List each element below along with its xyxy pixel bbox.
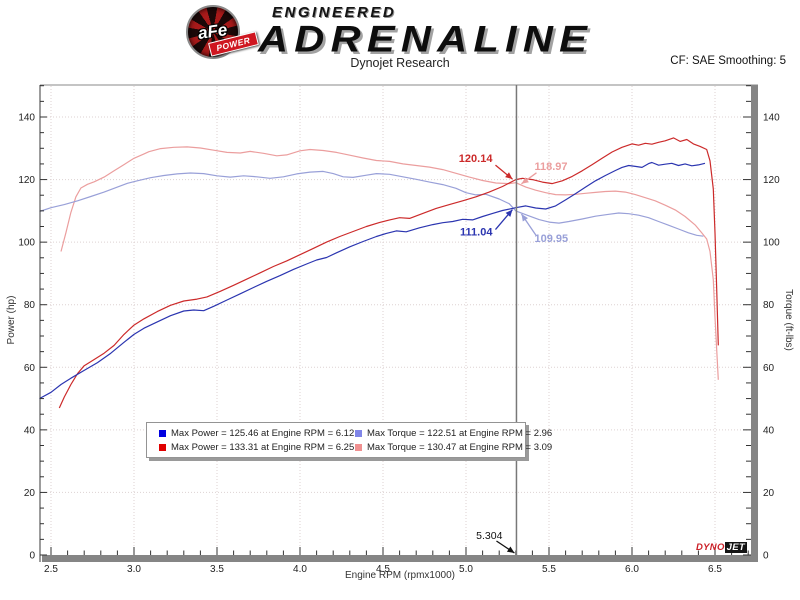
x-tick-label: 6.0 bbox=[625, 564, 639, 575]
y-tick-label-right: 140 bbox=[763, 113, 780, 124]
y-tick-label-right: 40 bbox=[763, 425, 775, 436]
y-tick-label-left: 40 bbox=[24, 425, 36, 436]
x-axis-bar bbox=[42, 555, 758, 562]
legend-label: Max Torque = 122.51 at Engine RPM = 2.96 bbox=[367, 427, 553, 439]
y-tick-label-right: 80 bbox=[763, 300, 775, 311]
cursor-rpm-label: 5.304 bbox=[476, 530, 502, 542]
dynojet-logo-dyno: DYNO bbox=[696, 542, 725, 553]
y-tick-label-left: 120 bbox=[18, 175, 35, 186]
y-tick-label-left: 0 bbox=[29, 551, 35, 562]
y-tick-label-right: 60 bbox=[763, 363, 775, 374]
y-axis-title-right: Torque (ft-lbs) bbox=[783, 289, 794, 351]
callout-arrowhead bbox=[506, 546, 515, 553]
x-tick-label: 3.0 bbox=[127, 564, 141, 575]
x-tick-label: 4.5 bbox=[376, 564, 390, 575]
x-tick-label: 3.5 bbox=[210, 564, 224, 575]
afe-power-logo: aFe ® POWER bbox=[186, 5, 259, 59]
y-tick-label-right: 0 bbox=[763, 551, 769, 562]
y-tick-label-left: 100 bbox=[18, 238, 35, 249]
y-tick-label-left: 60 bbox=[24, 363, 36, 374]
wordmark-adrenaline: ADRENALINE bbox=[258, 19, 594, 61]
legend-label: Max Power = 125.46 at Engine RPM = 6.12 bbox=[171, 427, 355, 439]
x-tick-label: 5.0 bbox=[459, 564, 473, 575]
registered-mark: ® bbox=[231, 9, 236, 15]
series-torque_mod bbox=[60, 146, 719, 380]
legend-swatch bbox=[159, 443, 166, 451]
legend-item-torque_stock[interactable]: Max Torque = 122.51 at Engine RPM = 2.96 bbox=[355, 426, 552, 440]
x-tick-label: 6.5 bbox=[708, 564, 722, 575]
series-torque_stock bbox=[39, 170, 704, 237]
callout-arrowhead bbox=[505, 172, 513, 180]
legend-item-torque_mod[interactable]: Max Torque = 130.47 at Engine RPM = 3.09 bbox=[355, 440, 552, 454]
y-axis-title-left: Power (hp) bbox=[6, 296, 17, 345]
y-tick-label-right: 100 bbox=[763, 238, 780, 249]
chart-title: Dynojet Research bbox=[350, 56, 450, 70]
callout-arrowhead bbox=[521, 177, 529, 184]
cursor-readout-power_stock: 111.04 bbox=[460, 227, 493, 239]
cursor-readout-torque_stock: 109.95 bbox=[534, 233, 568, 245]
y-tick-label-left: 80 bbox=[24, 300, 36, 311]
series-power_stock bbox=[39, 161, 706, 400]
dynojet-logo: DYNO JET bbox=[696, 542, 747, 553]
callout-arrowhead bbox=[521, 214, 528, 222]
wordmark-engineered: ENGINEERED bbox=[272, 4, 397, 21]
dynojet-logo-jet: JET bbox=[724, 542, 747, 553]
legend-label: Max Power = 133.31 at Engine RPM = 6.25 bbox=[171, 441, 355, 453]
legend-item-power_mod[interactable]: Max Power = 133.31 at Engine RPM = 6.25 bbox=[159, 440, 355, 454]
callout-arrowhead bbox=[505, 209, 513, 217]
cursor-readout-torque_mod: 118.97 bbox=[534, 161, 567, 173]
legend-swatch bbox=[159, 429, 166, 437]
x-tick-label: 2.5 bbox=[44, 564, 58, 575]
chart-legend: Max Power = 125.46 at Engine RPM = 6.12 M… bbox=[146, 422, 552, 458]
x-axis-title: Engine RPM (rpmx1000) bbox=[345, 570, 455, 581]
y-tick-label-left: 140 bbox=[18, 113, 35, 124]
smoothing-setting: CF: SAE Smoothing: 5 bbox=[670, 55, 786, 67]
legend-swatch bbox=[355, 429, 362, 437]
series-power_mod bbox=[58, 137, 719, 409]
legend-label: Max Torque = 130.47 at Engine RPM = 3.09 bbox=[367, 441, 553, 453]
y-tick-label-left: 20 bbox=[24, 488, 36, 499]
y-tick-label-right: 20 bbox=[763, 488, 775, 499]
brand-wordmark: ENGINEERED ADRENALINE bbox=[258, 4, 587, 61]
x-tick-label: 5.5 bbox=[542, 564, 556, 575]
right-axis-bar bbox=[751, 85, 758, 562]
x-tick-label: 4.0 bbox=[293, 564, 307, 575]
legend-swatch bbox=[355, 443, 362, 451]
y-tick-label-right: 120 bbox=[763, 175, 780, 186]
legend-item-power_stock[interactable]: Max Power = 125.46 at Engine RPM = 6.12 bbox=[159, 426, 355, 440]
cursor-readout-power_mod: 120.14 bbox=[459, 153, 494, 165]
